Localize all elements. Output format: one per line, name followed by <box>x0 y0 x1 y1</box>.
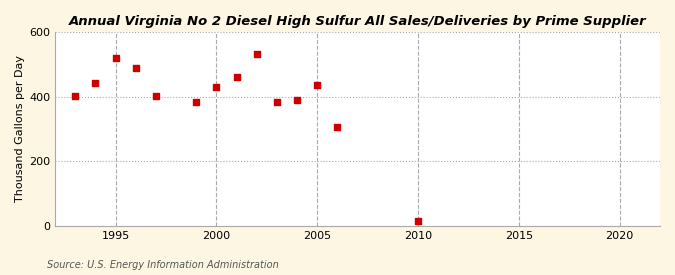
Point <box>151 94 161 98</box>
Point <box>271 100 282 104</box>
Text: Source: U.S. Energy Information Administration: Source: U.S. Energy Information Administ… <box>47 260 279 270</box>
Point <box>292 98 302 102</box>
Point <box>232 75 242 79</box>
Point <box>211 85 222 89</box>
Y-axis label: Thousand Gallons per Day: Thousand Gallons per Day <box>15 56 25 202</box>
Point <box>70 94 81 98</box>
Point <box>191 100 202 104</box>
Point <box>332 125 343 130</box>
Point <box>251 51 262 56</box>
Point <box>90 81 101 85</box>
Point <box>130 65 141 70</box>
Point <box>412 219 423 223</box>
Point <box>312 82 323 87</box>
Point <box>110 56 121 60</box>
Title: Annual Virginia No 2 Diesel High Sulfur All Sales/Deliveries by Prime Supplier: Annual Virginia No 2 Diesel High Sulfur … <box>69 15 647 28</box>
